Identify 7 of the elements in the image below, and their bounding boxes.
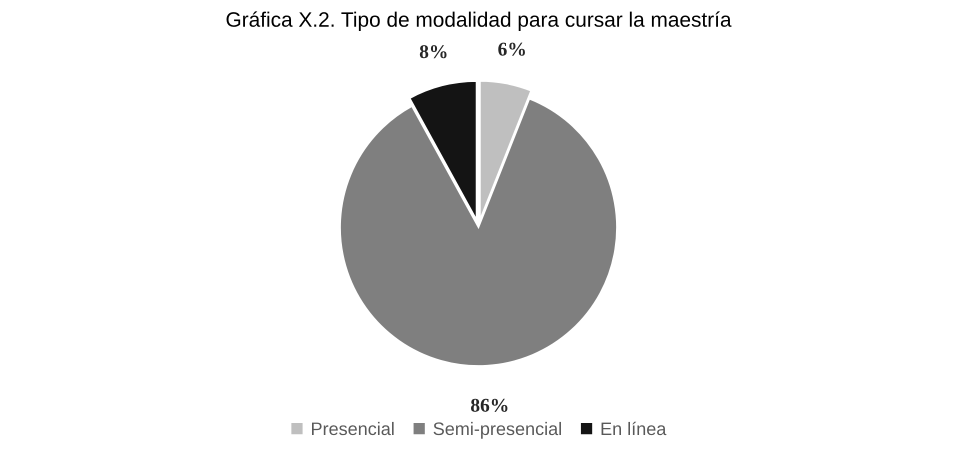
legend-label: En línea (602, 422, 666, 436)
data-label: 6% (498, 42, 525, 56)
data-label: 8% (420, 45, 447, 58)
legend-label: Presencial (312, 422, 394, 436)
chart-title: Gráfica X.2. Tipo de modalidad para cursar la maestría (226, 11, 732, 32)
data-label: 86% (470, 398, 508, 412)
legend-label: Semi-presencial (434, 422, 561, 439)
